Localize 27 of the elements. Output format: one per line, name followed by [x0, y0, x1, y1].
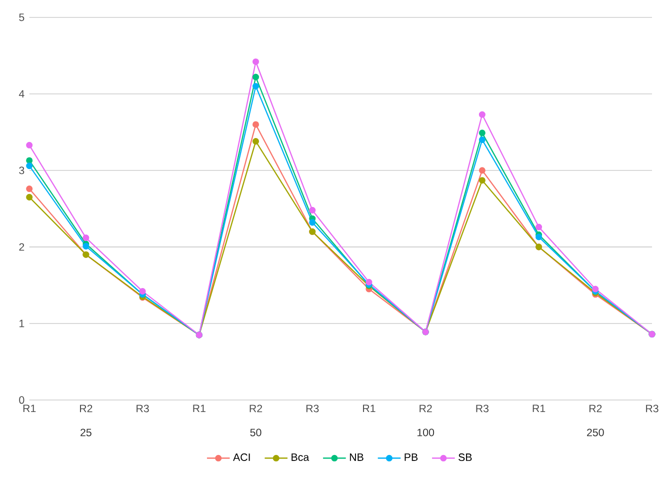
- y-tick-label: 4: [18, 90, 24, 98]
- text: 100: [417, 428, 434, 436]
- y-tick-label: 0: [19, 396, 24, 404]
- x-tick-label: R1: [23, 404, 36, 412]
- legend-label: NB: [350, 453, 364, 461]
- x-tick-label: R2: [250, 404, 262, 412]
- x-tick-label: R1: [532, 404, 546, 412]
- legend-label: SB: [458, 453, 472, 461]
- x-tick-label: R3: [476, 404, 489, 412]
- x-tick-label: R1: [363, 404, 376, 412]
- x-tick-label: R1: [193, 404, 206, 412]
- x-tick-label: R2: [80, 404, 92, 412]
- y-tick-label: 1: [20, 320, 24, 328]
- text: 250: [587, 428, 604, 436]
- x-tick-label: R3: [306, 404, 319, 412]
- text: 50: [250, 428, 262, 436]
- legend-label: ACI: [233, 453, 250, 461]
- y-tick-label: 2: [19, 243, 24, 251]
- x-tick-label: R2: [589, 404, 602, 412]
- x-tick-label: R3: [646, 404, 658, 412]
- legend-label: Bca: [292, 453, 310, 461]
- y-tick-label: 3: [19, 166, 24, 174]
- y-tick-label: 5: [19, 14, 24, 22]
- text: 25: [80, 428, 92, 436]
- legend-label: PB: [404, 453, 418, 461]
- x-tick-label: R3: [136, 404, 149, 412]
- x-tick-label: R2: [420, 404, 432, 412]
